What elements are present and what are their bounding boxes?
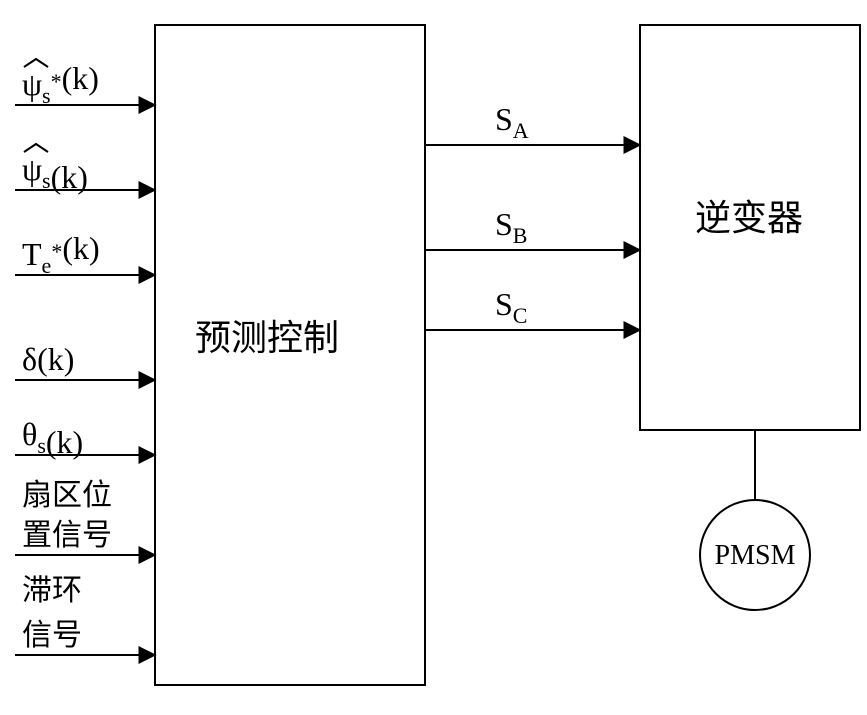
input-label-1: ψs(k) xyxy=(22,151,88,195)
pmsm-label: PMSM xyxy=(715,540,796,571)
input-label-4: θs(k) xyxy=(22,416,83,460)
predictive-control-label: 预测控制 xyxy=(195,318,339,358)
input-label-5-line2: 置信号 xyxy=(22,519,112,552)
input-label-3: δ(k) xyxy=(22,341,74,377)
input-label-6-line1: 滞环 xyxy=(22,574,82,607)
output-label-2: SC xyxy=(495,286,527,328)
output-label-1: SB xyxy=(495,206,527,248)
block-diagram: 预测控制 逆变器 PMSM ψs*(k) ψs(k) Te*(k) δ(k) θs(k) 扇区位… xyxy=(0,0,867,715)
inverter-label: 逆变器 xyxy=(695,198,803,238)
input-label-5-line1: 扇区位 xyxy=(22,479,112,512)
input-label-6-line2: 信号 xyxy=(22,619,82,652)
input-label-0: ψs*(k) xyxy=(22,60,99,108)
input-label-2: Te*(k) xyxy=(22,230,100,278)
output-label-0: SA xyxy=(495,101,529,143)
